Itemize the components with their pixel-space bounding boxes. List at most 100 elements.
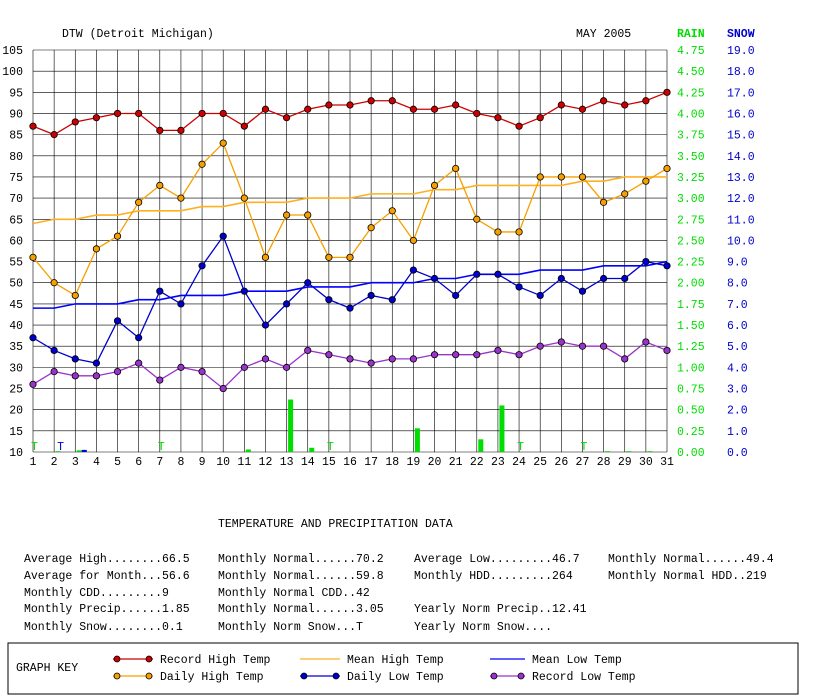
series-point — [325, 101, 333, 109]
snow-tick-label: 3.0 — [727, 384, 748, 397]
series-point — [578, 173, 587, 181]
series-line — [33, 260, 668, 309]
series-point — [515, 351, 523, 359]
y-tick-label: 30 — [9, 362, 23, 375]
rain-tick-label: 0.75 — [677, 384, 705, 397]
series-point — [50, 131, 58, 139]
series-point — [430, 181, 439, 190]
y-tick-label: 60 — [9, 235, 23, 248]
snow-tick-label: 6.0 — [727, 320, 748, 333]
x-tick-label: 19 — [406, 456, 420, 469]
summary-cell: Monthly HDD.........264 — [414, 570, 573, 583]
snow-tick-label: 9.0 — [727, 257, 748, 270]
x-tick-label: 7 — [156, 456, 163, 469]
y-tick-label: 80 — [9, 151, 23, 164]
x-tick-label: 9 — [199, 456, 206, 469]
x-tick-label: 25 — [533, 456, 547, 469]
rain-value-label: T — [580, 441, 587, 454]
legend-marker — [517, 672, 525, 680]
chart-title: DTW (Detroit Michigan) — [62, 28, 214, 41]
series-point — [536, 342, 544, 350]
series-point — [430, 351, 439, 359]
series-point — [198, 262, 206, 270]
series-point — [578, 342, 587, 350]
series-point — [219, 384, 227, 393]
legend-marker — [490, 672, 498, 680]
chart-subtitle: MAY 2005 — [576, 28, 631, 41]
series-point — [367, 291, 375, 300]
series-point — [663, 88, 671, 96]
series-point — [71, 355, 79, 363]
series-point — [113, 317, 122, 325]
series-point — [219, 139, 227, 147]
series-point — [50, 346, 58, 355]
series-point — [346, 253, 354, 261]
x-tick-label: 20 — [428, 456, 442, 469]
legend-label: Mean High Temp — [347, 654, 444, 667]
series-point — [346, 101, 354, 109]
summary-cell: Average for Month...56.6 — [24, 570, 190, 583]
series-point — [304, 279, 312, 287]
series-point — [304, 211, 312, 219]
x-tick-label: 27 — [576, 456, 590, 469]
legend-marker — [300, 672, 308, 680]
legend-label: Record High Temp — [160, 654, 271, 667]
rain-value-label: T — [158, 441, 165, 454]
x-tick-label: 3 — [72, 456, 79, 469]
series-point — [219, 109, 227, 118]
summary-cell: Monthly Normal......3.05 — [218, 603, 384, 616]
rain-tick-label: 4.25 — [677, 87, 705, 100]
rain-bar — [414, 428, 420, 452]
rain-tick-label: 0.25 — [677, 426, 705, 439]
y-tick-label: 65 — [9, 214, 23, 227]
series-point — [578, 105, 587, 113]
summary-cell: Yearly Norm Precip..12.41 — [414, 603, 587, 616]
y-tick-label: 45 — [9, 299, 23, 312]
legend-label: Mean Low Temp — [532, 654, 622, 667]
summary-cell: Monthly Normal......70.2 — [218, 553, 384, 566]
x-tick-label: 6 — [135, 456, 142, 469]
y-tick-label: 40 — [9, 320, 23, 333]
rain-bar — [55, 451, 61, 452]
snow-tick-label: 1.0 — [727, 426, 748, 439]
rain-tick-label: 3.75 — [677, 130, 705, 143]
summary-cell: Monthly Normal......59.8 — [218, 570, 384, 583]
series-point — [92, 359, 101, 367]
rain-tick-label: 2.75 — [677, 214, 705, 227]
rain-bar — [626, 451, 632, 452]
legend-marker — [113, 655, 121, 663]
series-point — [409, 266, 417, 274]
legend-label: Record Low Temp — [532, 671, 636, 684]
x-tick-label: 5 — [114, 456, 121, 469]
series-point — [29, 380, 37, 388]
series-point — [621, 101, 629, 109]
series-point — [409, 105, 417, 113]
snow-tick-label: 14.0 — [727, 151, 755, 164]
series-point — [452, 101, 460, 109]
series-point — [282, 300, 291, 308]
series-point — [515, 228, 523, 236]
series-point — [388, 97, 396, 105]
summary-cell: Monthly Normal......49.4 — [608, 553, 774, 566]
series-point — [135, 109, 143, 118]
snow-tick-label: 18.0 — [727, 66, 755, 79]
series-point — [282, 114, 291, 122]
series-point — [388, 355, 396, 363]
summary-cell: Monthly Normal CDD..42 — [218, 587, 370, 600]
series-point — [71, 118, 79, 126]
series-point — [304, 346, 312, 355]
series-point — [515, 283, 523, 291]
rain-bar — [76, 450, 82, 452]
series-point — [430, 274, 439, 283]
summary-cell: Average Low.........46.7 — [414, 553, 580, 566]
series-point — [473, 270, 481, 278]
y-tick-label: 25 — [9, 384, 23, 397]
rain-tick-label: 4.75 — [677, 45, 705, 58]
x-tick-label: 26 — [554, 456, 568, 469]
x-tick-label: 29 — [618, 456, 632, 469]
x-tick-label: 28 — [597, 456, 611, 469]
rain-tick-label: 3.50 — [677, 151, 705, 164]
rain-axis-title: RAIN — [677, 28, 705, 41]
summary-cell: Monthly Norm Snow...T — [218, 621, 363, 634]
rain-bar — [647, 451, 653, 452]
